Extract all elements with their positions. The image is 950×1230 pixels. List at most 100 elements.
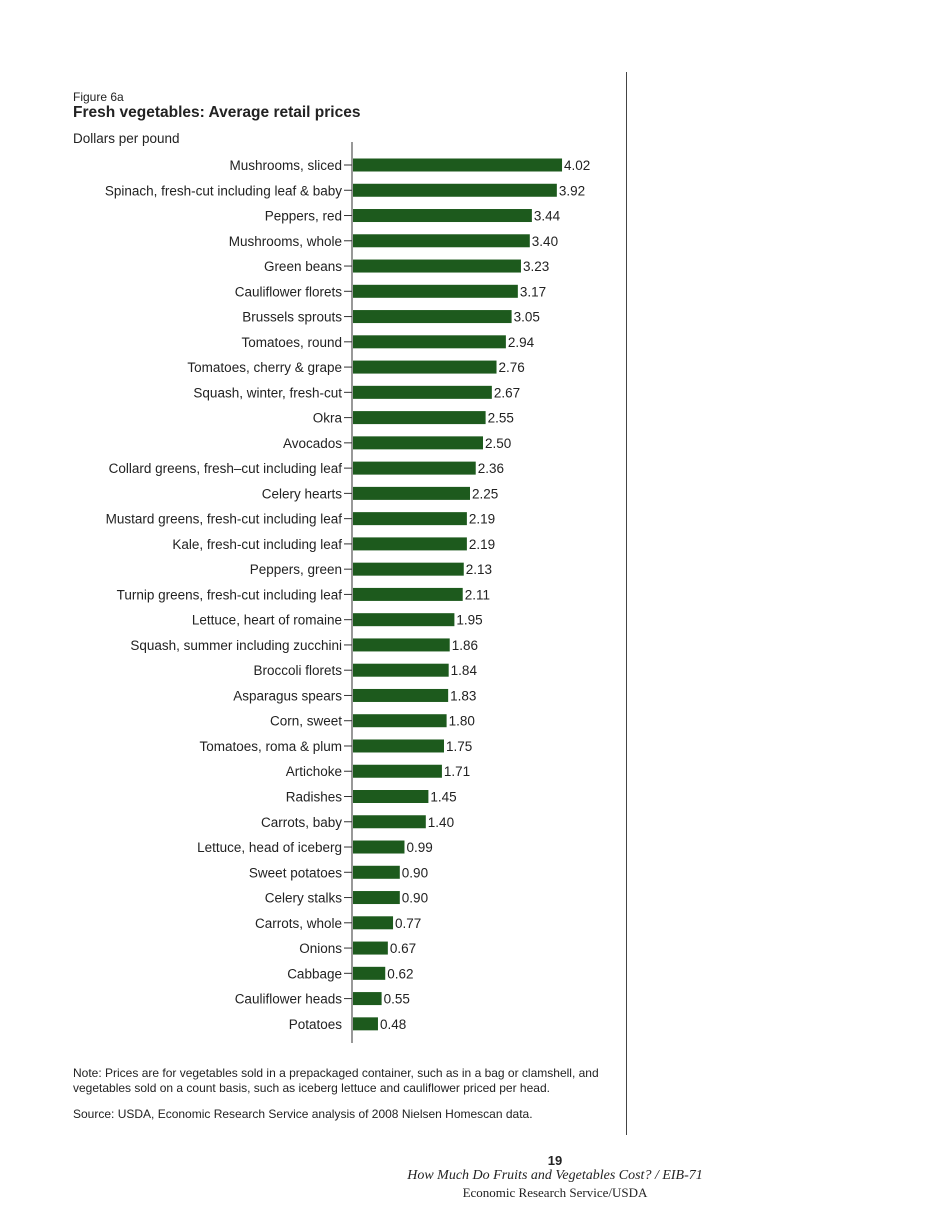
chart-title: Fresh vegetables: Average retail prices bbox=[73, 104, 361, 121]
category-label: Green beans bbox=[264, 259, 342, 274]
data-label: 4.02 bbox=[564, 158, 590, 173]
bar bbox=[353, 941, 388, 955]
bar bbox=[353, 562, 464, 576]
data-label: 2.94 bbox=[508, 335, 535, 350]
data-label: 2.67 bbox=[494, 385, 520, 400]
category-label: Onions bbox=[299, 941, 342, 956]
publication-title: How Much Do Fruits and Vegetables Cost? … bbox=[407, 1168, 703, 1183]
category-label: Carrots, baby bbox=[261, 815, 342, 830]
data-label: 1.86 bbox=[452, 638, 478, 653]
bar bbox=[353, 992, 382, 1006]
data-label: 2.13 bbox=[466, 562, 492, 577]
bar bbox=[353, 284, 518, 298]
category-label: Tomatoes, cherry & grape bbox=[187, 360, 342, 375]
data-label: 3.44 bbox=[534, 209, 561, 224]
bar bbox=[353, 764, 442, 778]
organization: Economic Research Service/USDA bbox=[462, 1185, 648, 1200]
page-number: 19 bbox=[547, 1153, 563, 1168]
data-label: 1.95 bbox=[456, 613, 482, 628]
bar bbox=[353, 840, 405, 854]
data-label: 0.90 bbox=[402, 865, 428, 880]
data-label: 2.50 bbox=[485, 436, 511, 451]
data-label: 2.19 bbox=[469, 512, 495, 527]
category-label: Mushrooms, whole bbox=[229, 234, 342, 249]
category-label: Cauliflower florets bbox=[235, 284, 343, 299]
bar bbox=[353, 587, 463, 601]
data-label: 0.90 bbox=[402, 891, 428, 906]
data-label: 0.67 bbox=[390, 941, 416, 956]
category-label: Artichoke bbox=[286, 764, 342, 779]
data-label: 0.62 bbox=[387, 966, 413, 981]
data-label: 2.76 bbox=[499, 360, 525, 375]
category-label: Corn, sweet bbox=[270, 714, 342, 729]
data-label: 0.55 bbox=[384, 992, 410, 1007]
bar bbox=[353, 183, 557, 197]
data-label: 1.45 bbox=[430, 790, 456, 805]
page-divider bbox=[626, 72, 627, 1135]
data-label: 1.80 bbox=[449, 714, 475, 729]
category-label: Peppers, green bbox=[250, 562, 342, 577]
category-label: Asparagus spears bbox=[233, 688, 342, 703]
bar bbox=[353, 865, 400, 879]
category-label: Tomatoes, round bbox=[241, 335, 342, 350]
category-label: Collard greens, fresh–cut including leaf bbox=[109, 461, 343, 476]
bar bbox=[353, 891, 400, 905]
category-label: Celery hearts bbox=[262, 486, 343, 501]
data-label: 2.25 bbox=[472, 486, 498, 501]
data-label: 1.75 bbox=[446, 739, 472, 754]
bar bbox=[353, 486, 470, 500]
category-label: Lettuce, head of iceberg bbox=[197, 840, 342, 855]
category-label: Celery stalks bbox=[265, 891, 343, 906]
category-label: Radishes bbox=[286, 790, 343, 805]
data-label: 2.11 bbox=[465, 587, 490, 602]
data-label: 0.48 bbox=[380, 1017, 406, 1032]
data-label: 0.77 bbox=[395, 916, 421, 931]
category-label: Spinach, fresh-cut including leaf & baby bbox=[105, 183, 342, 198]
data-label: 0.99 bbox=[406, 840, 432, 855]
category-label: Sweet potatoes bbox=[249, 865, 342, 880]
bar bbox=[353, 613, 455, 627]
category-label: Turnip greens, fresh-cut including leaf bbox=[117, 587, 343, 602]
data-label: 2.36 bbox=[478, 461, 504, 476]
bar bbox=[353, 158, 563, 172]
data-label: 3.17 bbox=[520, 284, 546, 299]
category-label: Tomatoes, roma & plum bbox=[199, 739, 342, 754]
bar bbox=[353, 638, 450, 652]
data-label: 1.71 bbox=[444, 764, 470, 779]
bar bbox=[353, 360, 497, 374]
bar bbox=[353, 714, 447, 728]
data-label: 2.55 bbox=[488, 411, 514, 426]
bar bbox=[353, 688, 449, 702]
category-label: Avocados bbox=[283, 436, 342, 451]
category-label: Lettuce, heart of romaine bbox=[192, 613, 342, 628]
bar bbox=[353, 259, 521, 273]
bar bbox=[353, 310, 512, 324]
bar bbox=[353, 461, 476, 475]
bar bbox=[353, 815, 426, 829]
data-label: 2.19 bbox=[469, 537, 495, 552]
category-label: Squash, summer including zucchini bbox=[130, 638, 342, 653]
category-label: Potatoes bbox=[289, 1017, 343, 1032]
figure-label: Figure 6a bbox=[73, 90, 124, 104]
category-label: Brussels sprouts bbox=[242, 310, 342, 325]
data-label: 3.92 bbox=[559, 183, 585, 198]
category-label: Squash, winter, fresh-cut bbox=[193, 385, 342, 400]
bar bbox=[353, 790, 429, 803]
bar bbox=[353, 916, 394, 930]
chart-note: Note: Prices are for vegetables sold in … bbox=[73, 1066, 599, 1095]
category-label: Carrots, whole bbox=[255, 916, 342, 931]
data-label: 3.23 bbox=[523, 259, 549, 274]
category-label: Broccoli florets bbox=[253, 663, 342, 678]
bar bbox=[353, 739, 444, 753]
unit-label: Dollars per pound bbox=[73, 131, 180, 146]
bar bbox=[353, 537, 467, 551]
chart-source: Source: USDA, Economic Research Service … bbox=[73, 1107, 533, 1121]
category-label: Cauliflower heads bbox=[235, 992, 343, 1007]
bar bbox=[353, 411, 486, 425]
bar bbox=[353, 385, 492, 399]
data-label: 3.40 bbox=[532, 234, 558, 249]
category-label: Mushrooms, sliced bbox=[229, 158, 342, 173]
category-label: Mustard greens, fresh-cut including leaf bbox=[106, 512, 343, 527]
data-label: 1.84 bbox=[451, 663, 478, 678]
bar bbox=[353, 436, 483, 450]
